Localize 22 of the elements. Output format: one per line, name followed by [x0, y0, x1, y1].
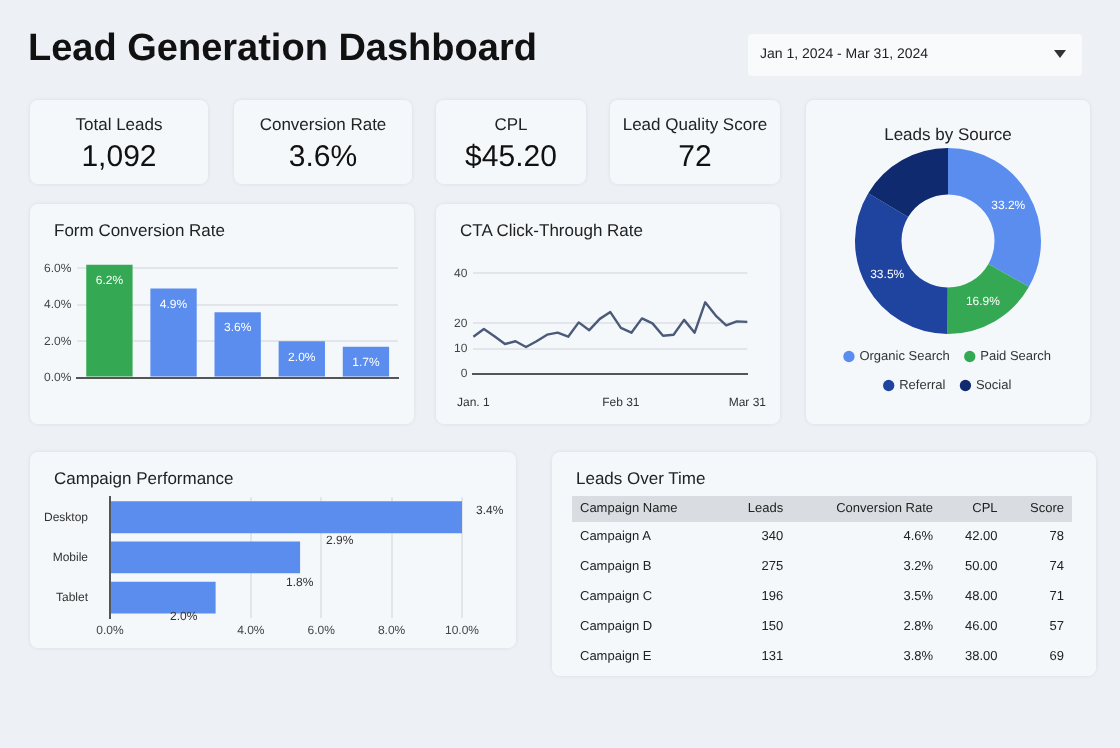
bar [214, 312, 261, 377]
text: 72 [676, 140, 714, 174]
text: Leads Over Time [576, 468, 706, 488]
text: $45.20 [463, 140, 559, 174]
text: Total Leads [73, 114, 165, 134]
chart-title: Leads by Source [882, 124, 1014, 144]
text: Lead Quality Score [620, 114, 770, 134]
bar [278, 341, 325, 377]
text: Conversion Rate [257, 114, 389, 134]
text: 1,092 [79, 140, 159, 174]
text: Lead Generation Dashboard [28, 28, 537, 72]
chart-title: CTA Click-Through Rate [460, 220, 643, 240]
bar [111, 501, 462, 534]
text: 3.6% [286, 140, 360, 174]
text: CPL [492, 114, 530, 134]
chart-title: Form Conversion Rate [54, 220, 226, 240]
bar [86, 264, 133, 377]
bar [111, 581, 216, 614]
bar [342, 346, 390, 377]
bar [111, 541, 301, 574]
chart-title: Campaign Performance [54, 468, 234, 488]
bar [150, 288, 197, 377]
